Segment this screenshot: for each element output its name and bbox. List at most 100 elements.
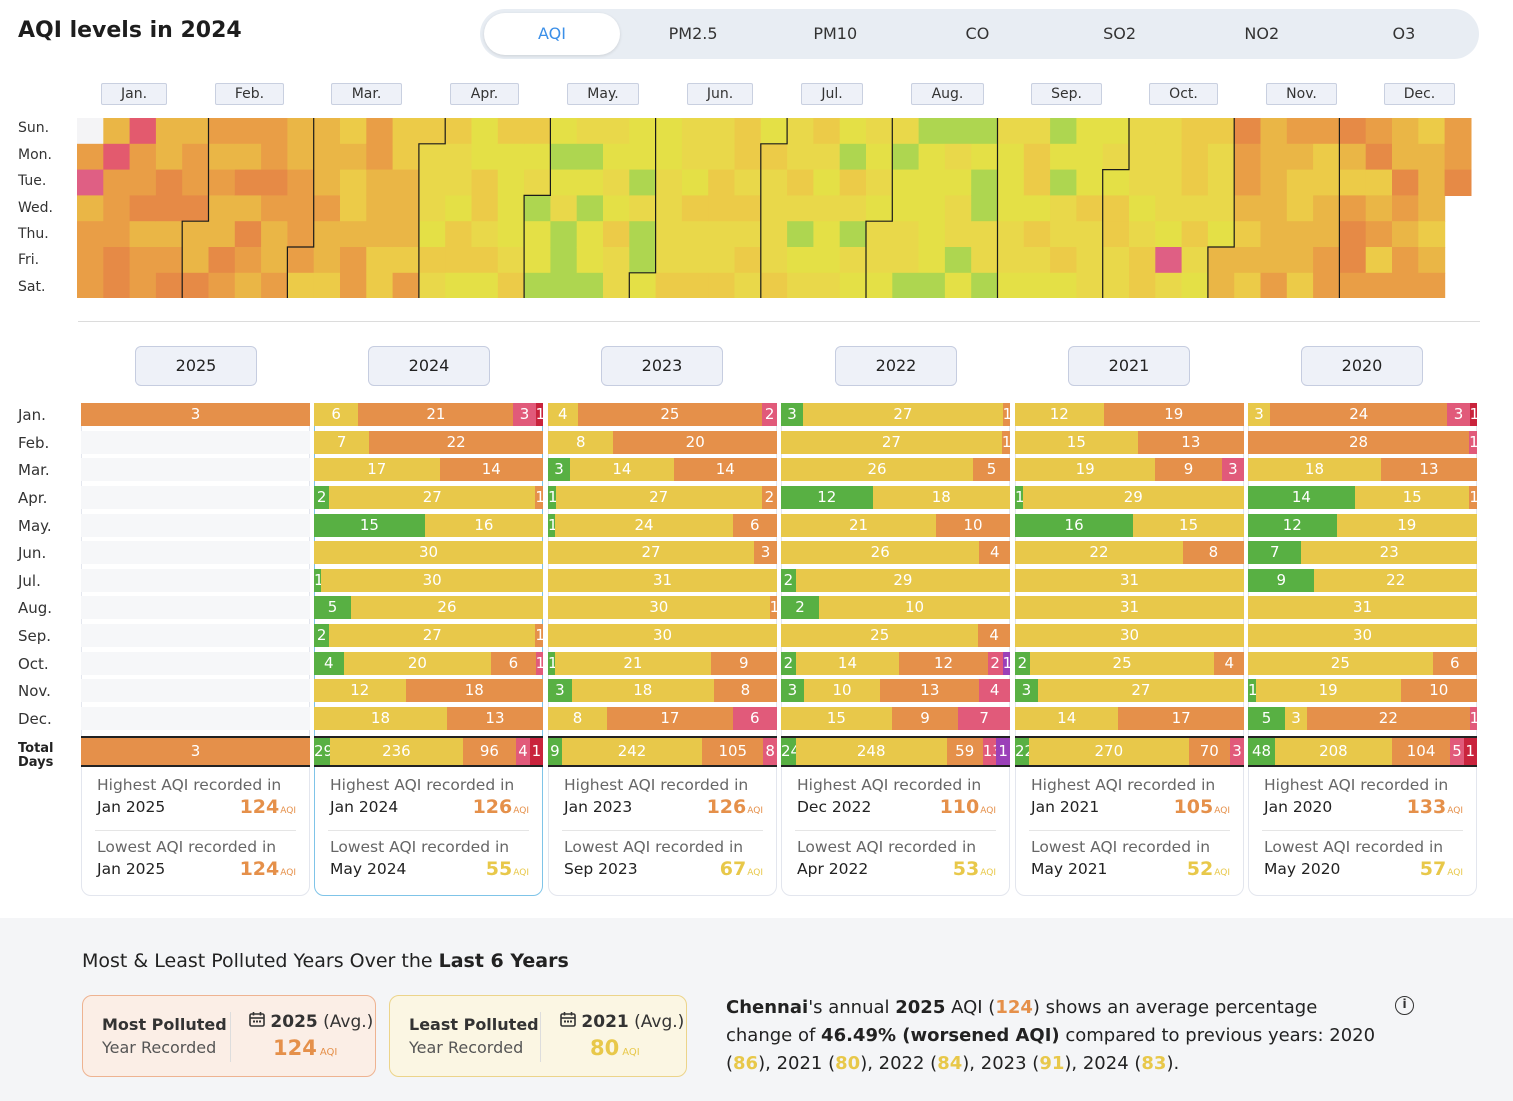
heatmap-day-cell[interactable] — [1155, 118, 1183, 145]
heatmap-day-cell[interactable] — [944, 195, 972, 222]
total-segment-good[interactable]: 24 — [781, 738, 796, 765]
bar-segment-satisfactory[interactable]: 10 — [803, 679, 881, 702]
heatmap-day-cell[interactable] — [1023, 118, 1051, 145]
heatmap-day-cell[interactable] — [1102, 195, 1130, 222]
heatmap-day-cell[interactable] — [1365, 247, 1393, 274]
heatmap-day-cell[interactable] — [524, 272, 551, 298]
heatmap-day-cell[interactable] — [103, 118, 131, 145]
heatmap-day-cell[interactable] — [944, 169, 972, 196]
bar-segment-satisfactory[interactable]: 3 — [1248, 403, 1271, 426]
year-button-2025[interactable]: 2025 — [135, 346, 257, 386]
total-segment-very-poor[interactable]: 1 — [529, 738, 543, 765]
heatmap-day-cell[interactable] — [497, 272, 525, 298]
heatmap-day-cell[interactable] — [866, 195, 893, 222]
bar-segment-moderate[interactable]: 13 — [446, 707, 543, 730]
bar-segment-good[interactable]: 3 — [1015, 679, 1038, 702]
heatmap-day-cell[interactable] — [892, 143, 920, 171]
heatmap-day-cell[interactable] — [734, 195, 762, 222]
total-segment-severe[interactable]: 1 — [996, 738, 1011, 765]
heatmap-day-cell[interactable] — [708, 221, 736, 248]
bar-segment-poor[interactable]: 7 — [958, 707, 1010, 730]
bar-segment-satisfactory[interactable]: 19 — [1255, 679, 1401, 702]
heatmap-day-cell[interactable] — [787, 118, 814, 145]
heatmap-day-cell[interactable] — [524, 118, 551, 145]
heatmap-day-cell[interactable] — [340, 247, 367, 274]
heatmap-day-cell[interactable] — [655, 272, 683, 298]
bar-segment-moderate[interactable]: 13 — [1137, 431, 1244, 454]
bar-segment-moderate[interactable]: 9 — [891, 707, 959, 730]
heatmap-day-cell[interactable] — [655, 195, 683, 222]
bar-segment-moderate[interactable]: 18 — [405, 679, 543, 702]
bar-segment-moderate[interactable]: 1 — [1001, 431, 1010, 454]
heatmap-day-cell[interactable] — [787, 272, 814, 298]
heatmap-day-cell[interactable] — [392, 221, 420, 248]
heatmap-day-cell[interactable] — [892, 247, 920, 274]
heatmap-day-cell[interactable] — [234, 169, 262, 196]
bar-segment-satisfactory[interactable]: 18 — [1248, 458, 1381, 481]
total-segment-moderate[interactable]: 104 — [1391, 738, 1451, 765]
heatmap-day-cell[interactable] — [261, 247, 288, 274]
heatmap-day-cell[interactable] — [182, 247, 210, 274]
bar-segment-good[interactable]: 15 — [314, 514, 425, 537]
bar-segment-good[interactable]: 5 — [1248, 707, 1285, 730]
heatmap-day-cell[interactable] — [918, 272, 946, 298]
heatmap-day-cell[interactable] — [313, 195, 341, 222]
bar-segment-satisfactory[interactable]: 17 — [314, 458, 440, 481]
heatmap-day-cell[interactable] — [1234, 195, 1262, 222]
heatmap-day-cell[interactable] — [182, 272, 210, 298]
total-segment-poor[interactable]: 5 — [1450, 738, 1464, 765]
heatmap-day-cell[interactable] — [182, 118, 210, 145]
heatmap-day-cell[interactable] — [1181, 221, 1209, 248]
heatmap-day-cell[interactable] — [576, 169, 604, 196]
heatmap-day-cell[interactable] — [103, 143, 131, 171]
bar-segment-satisfactory[interactable]: 27 — [548, 541, 755, 564]
heatmap-day-cell[interactable] — [1102, 272, 1130, 298]
heatmap-day-cell[interactable] — [155, 272, 183, 298]
heatmap-day-cell[interactable] — [1207, 272, 1235, 298]
heatmap-day-cell[interactable] — [839, 118, 867, 145]
bar-segment-moderate[interactable]: 22 — [1307, 707, 1470, 730]
bar-segment-satisfactory[interactable]: 18 — [314, 707, 447, 730]
bar-segment-satisfactory[interactable]: 22 — [1314, 569, 1477, 592]
heatmap-day-cell[interactable] — [603, 118, 630, 145]
bar-segment-satisfactory[interactable]: 21 — [555, 652, 711, 675]
heatmap-day-cell[interactable] — [155, 247, 183, 274]
heatmap-day-cell[interactable] — [918, 195, 946, 222]
heatmap-day-cell[interactable] — [1181, 272, 1209, 298]
heatmap-day-cell[interactable] — [340, 221, 367, 248]
heatmap-day-cell[interactable] — [1102, 143, 1130, 171]
heatmap-day-cell[interactable] — [892, 118, 920, 145]
bar-segment-very-poor[interactable]: 1 — [535, 403, 543, 426]
total-segment-moderate[interactable]: 70 — [1188, 738, 1230, 765]
heatmap-day-cell[interactable] — [1365, 169, 1393, 196]
heatmap-day-cell[interactable] — [971, 169, 999, 196]
bar-segment-satisfactory[interactable]: 15 — [781, 707, 892, 730]
heatmap-day-cell[interactable] — [1339, 143, 1367, 171]
heatmap-day-cell[interactable] — [1365, 195, 1393, 222]
heatmap-day-cell[interactable] — [497, 118, 525, 145]
heatmap-day-cell[interactable] — [1444, 169, 1472, 196]
heatmap-day-cell[interactable] — [1207, 143, 1235, 171]
heatmap-day-cell[interactable] — [787, 169, 814, 196]
bar-segment-moderate[interactable]: 6 — [1432, 652, 1477, 675]
heatmap-day-cell[interactable] — [103, 247, 131, 274]
bar-segment-good[interactable]: 14 — [1248, 486, 1355, 509]
bar-segment-poor[interactable]: 4 — [979, 679, 1010, 702]
heatmap-day-cell[interactable] — [418, 143, 446, 171]
tab-co[interactable]: CO — [965, 24, 990, 43]
heatmap-day-cell[interactable] — [971, 118, 999, 145]
heatmap-day-cell[interactable] — [1129, 221, 1156, 248]
heatmap-day-cell[interactable] — [392, 247, 420, 274]
heatmap-day-cell[interactable] — [918, 247, 946, 274]
bar-segment-satisfactory[interactable]: 25 — [781, 624, 979, 647]
heatmap-day-cell[interactable] — [1444, 118, 1472, 145]
bar-segment-moderate[interactable]: 4 — [978, 624, 1010, 647]
heatmap-day-cell[interactable] — [1050, 195, 1077, 222]
heatmap-day-cell[interactable] — [471, 221, 499, 248]
bar-segment-good[interactable]: 7 — [1248, 541, 1302, 564]
heatmap-day-cell[interactable] — [103, 221, 131, 248]
bar-segment-satisfactory[interactable]: 27 — [803, 403, 1003, 426]
heatmap-day-cell[interactable] — [760, 195, 788, 222]
heatmap-day-cell[interactable] — [603, 143, 630, 171]
bar-segment-moderate[interactable]: 4 — [1214, 652, 1244, 675]
